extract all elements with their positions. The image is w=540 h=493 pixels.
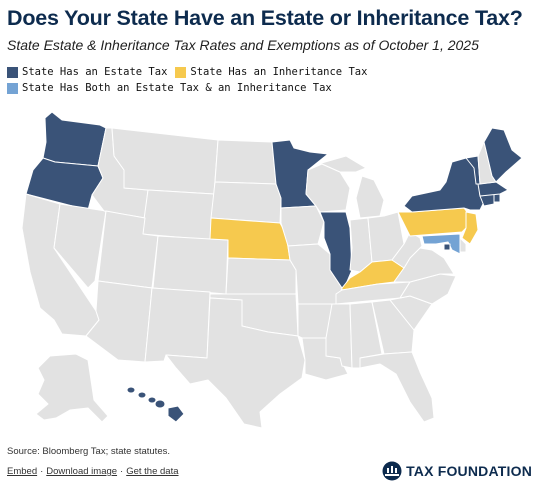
state-wv[interactable] — [391, 231, 423, 269]
state-ga[interactable] — [371, 299, 415, 355]
state-nj[interactable] — [461, 211, 479, 245]
state-nd[interactable] — [214, 139, 277, 185]
state-fl[interactable] — [359, 351, 435, 423]
source-note: Source: Bloomberg Tax; state statutes. — [7, 446, 170, 457]
us-map-svg — [21, 111, 523, 429]
legend-swatch-inheritance — [175, 66, 187, 78]
us-map — [0, 98, 540, 438]
get-data-link[interactable]: Get the data — [126, 466, 179, 477]
page-title: Does Your State Have an Estate or Inheri… — [7, 6, 523, 30]
tax-foundation-logo-icon — [382, 461, 402, 481]
state-mt[interactable] — [111, 127, 219, 195]
legend-swatch-both — [7, 82, 18, 94]
state-wy[interactable] — [141, 189, 215, 241]
state-hi[interactable] — [126, 386, 185, 423]
state-nv[interactable] — [53, 203, 107, 289]
embed-link[interactable]: Embed — [7, 466, 38, 477]
legend-label-inheritance: State Has an Inheritance Tax — [190, 66, 368, 78]
download-image-link[interactable]: Download image — [46, 466, 118, 477]
legend-item-inheritance: State Has an Inheritance Tax — [175, 66, 367, 78]
state-dc[interactable] — [443, 243, 451, 251]
state-ia[interactable] — [280, 205, 325, 247]
state-co[interactable] — [152, 235, 229, 295]
state-me[interactable] — [483, 127, 523, 183]
state-tx[interactable] — [165, 297, 306, 429]
page-subtitle: State Estate & Inheritance Tax Rates and… — [7, 37, 479, 53]
state-ak[interactable] — [35, 353, 109, 423]
state-wa[interactable] — [42, 111, 107, 167]
state-sd[interactable] — [210, 181, 282, 224]
state-pa[interactable] — [397, 207, 471, 237]
brand-name: TAX FOUNDATION — [406, 463, 532, 479]
brand-logo: TAX FOUNDATION — [382, 461, 532, 481]
legend-item-both: State Has Both an Estate Tax & an Inheri… — [7, 82, 332, 94]
state-ks[interactable] — [225, 257, 297, 295]
legend-label-both: State Has Both an Estate Tax & an Inheri… — [22, 82, 332, 94]
footer-links: Embed · Download image · Get the data — [7, 466, 179, 477]
legend: State Has an Estate Tax State Has an Inh… — [7, 64, 375, 96]
legend-label-estate: State Has an Estate Tax — [22, 66, 168, 78]
state-vt[interactable] — [465, 155, 481, 185]
legend-swatch-estate — [7, 66, 18, 78]
legend-item-estate: State Has an Estate Tax — [7, 66, 167, 78]
state-nm[interactable] — [144, 287, 211, 363]
